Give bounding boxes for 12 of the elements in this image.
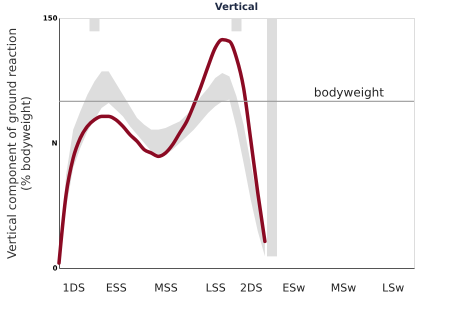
y-axis-title: Vertical component of ground reaction (% bodyweight)	[4, 28, 33, 260]
x-tick-label: LSS	[206, 282, 226, 294]
x-tick-label: 1DS	[62, 282, 85, 294]
x-tick-label: 2DS	[240, 282, 262, 294]
chart-title: Vertical	[214, 2, 258, 13]
x-tick-label: MSS	[154, 282, 178, 294]
ref-line-label: bodyweight	[314, 85, 384, 100]
x-tick-label: ESS	[106, 282, 127, 294]
x-tick-label: MSw	[330, 282, 356, 294]
line-series	[57, 38, 267, 265]
x-tick-label: ESw	[282, 282, 306, 294]
x-tick-label: LSw	[382, 282, 404, 294]
